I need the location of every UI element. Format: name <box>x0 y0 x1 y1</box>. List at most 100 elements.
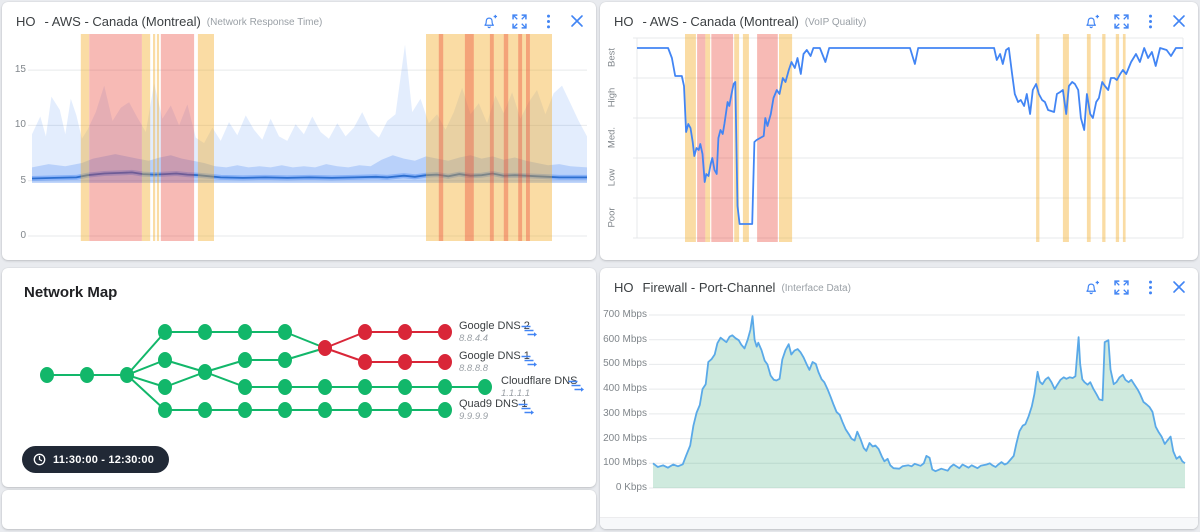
map-node[interactable] <box>158 352 172 368</box>
fullscreen-button[interactable] <box>511 13 527 29</box>
map-node[interactable] <box>478 379 492 395</box>
add-alert-button[interactable] <box>482 13 498 29</box>
critical-event-band <box>503 34 509 241</box>
dns-endpoint: Quad9 DNS 1 9.9.9.9 <box>459 398 527 423</box>
clock-icon <box>33 453 46 466</box>
warning-event-band <box>80 34 90 241</box>
panel-header: HO - AWS - Canada (Montreal) (VoIP Quali… <box>600 2 1198 36</box>
map-node[interactable] <box>358 379 372 395</box>
map-edge <box>284 331 326 349</box>
map-node[interactable] <box>158 379 172 395</box>
traceroute-button[interactable] <box>568 379 584 397</box>
add-alert-button[interactable] <box>1084 279 1100 295</box>
map-node[interactable] <box>398 402 412 418</box>
map-node[interactable] <box>120 367 134 383</box>
warning-event-band <box>1086 34 1091 242</box>
map-node[interactable] <box>198 402 212 418</box>
traceroute-button[interactable] <box>521 324 537 342</box>
panel-title: - AWS - Canada (Montreal) <box>642 13 799 29</box>
panel-title: Firewall - Port-Channel <box>642 279 776 295</box>
y-axis-tick-label: 15 <box>14 64 26 76</box>
add-alert-icon <box>1086 280 1100 294</box>
warning-event-band <box>153 34 156 241</box>
add-alert-button[interactable] <box>1084 13 1100 29</box>
map-node[interactable] <box>398 354 412 370</box>
more-options-button[interactable] <box>1142 279 1158 295</box>
close-button[interactable] <box>1171 13 1187 29</box>
map-node[interactable] <box>238 324 252 340</box>
critical-event-band <box>711 34 734 242</box>
map-node[interactable] <box>438 402 452 418</box>
map-node[interactable] <box>278 352 292 368</box>
interface-data-chart[interactable] <box>600 268 1198 518</box>
map-node[interactable] <box>40 367 54 383</box>
map-node[interactable] <box>438 354 452 370</box>
map-node[interactable] <box>198 324 212 340</box>
map-node[interactable] <box>238 352 252 368</box>
traceroute-button[interactable] <box>521 354 537 372</box>
y-axis-tick-label: 200 Mbps <box>603 432 647 444</box>
fullscreen-button[interactable] <box>1113 13 1129 29</box>
warning-event-band <box>1102 34 1106 242</box>
dns-endpoint-name: Quad9 DNS 1 <box>459 398 528 410</box>
map-node[interactable] <box>238 402 252 418</box>
fullscreen-icon <box>1113 279 1129 295</box>
network-map-topology[interactable] <box>2 268 596 487</box>
map-edge <box>126 374 166 411</box>
map-node[interactable] <box>278 324 292 340</box>
map-node[interactable] <box>158 324 172 340</box>
dns-endpoint-name: Google DNS 1 <box>459 350 530 362</box>
critical-event-band <box>757 34 778 242</box>
response-time-chart[interactable] <box>2 2 596 260</box>
kebab-menu-icon <box>1148 280 1152 294</box>
voip-quality-chart[interactable] <box>600 2 1198 260</box>
y-axis-tick-label: 5 <box>20 174 26 186</box>
y-axis-category-label: Best <box>606 48 618 68</box>
close-button[interactable] <box>1171 279 1187 295</box>
map-node[interactable] <box>358 354 372 370</box>
warning-event-band <box>156 34 160 241</box>
warning-event-band <box>141 34 151 241</box>
critical-event-band <box>89 34 142 241</box>
y-axis-category-label: Med. <box>606 126 618 149</box>
warning-event-band <box>705 34 711 242</box>
map-node[interactable] <box>318 379 332 395</box>
time-range-badge: 11:30:00 - 12:30:00 <box>22 446 170 473</box>
map-node[interactable] <box>358 324 372 340</box>
traceroute-icon <box>521 325 537 337</box>
panel-actions <box>1084 13 1187 29</box>
map-edge <box>204 371 246 388</box>
map-node[interactable] <box>318 402 332 418</box>
map-node[interactable] <box>80 367 94 383</box>
close-icon <box>1173 15 1185 27</box>
panel-footer <box>600 517 1198 529</box>
fullscreen-icon <box>1113 13 1129 29</box>
fullscreen-button[interactable] <box>1113 279 1129 295</box>
map-node[interactable] <box>438 324 452 340</box>
traceroute-icon <box>518 403 534 415</box>
warning-event-band <box>1062 34 1069 242</box>
map-node[interactable] <box>438 379 452 395</box>
map-node[interactable] <box>278 379 292 395</box>
map-edge <box>324 331 366 349</box>
more-options-button[interactable] <box>1142 13 1158 29</box>
traceroute-button[interactable] <box>518 402 534 420</box>
map-node[interactable] <box>198 364 212 380</box>
y-axis-tick-label: 10 <box>14 119 26 131</box>
close-button[interactable] <box>569 13 585 29</box>
median-response-line <box>31 171 587 180</box>
map-node[interactable] <box>278 402 292 418</box>
panel-actions <box>1084 279 1187 295</box>
y-axis-tick-label: 600 Mbps <box>603 333 647 345</box>
map-node[interactable] <box>358 402 372 418</box>
map-node[interactable] <box>318 340 332 356</box>
map-node[interactable] <box>398 379 412 395</box>
map-node[interactable] <box>158 402 172 418</box>
more-options-button[interactable] <box>540 13 556 29</box>
critical-event-band <box>160 34 195 241</box>
traceroute-icon <box>568 380 584 392</box>
dns-endpoint-ip: 8.8.4.4 <box>459 333 489 344</box>
map-node[interactable] <box>238 379 252 395</box>
map-node[interactable] <box>398 324 412 340</box>
